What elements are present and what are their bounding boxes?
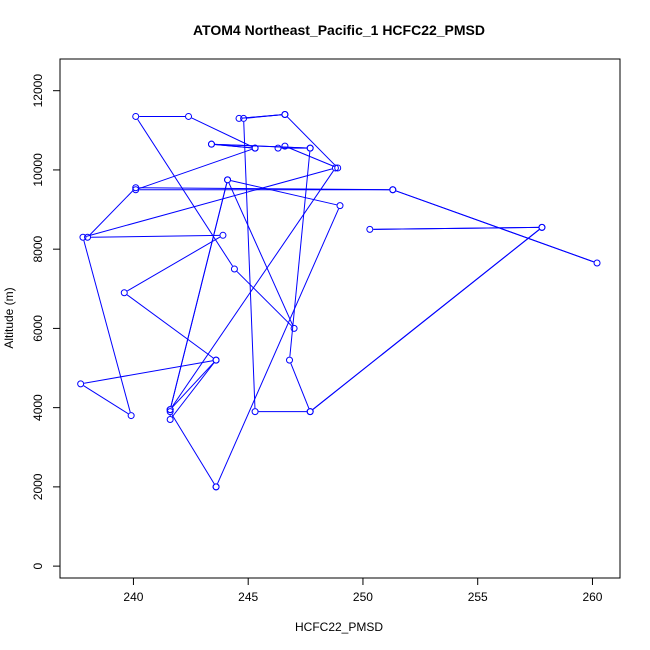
data-point [251, 144, 259, 152]
data-point [389, 186, 397, 194]
data-point [132, 186, 140, 194]
series-segment [127, 236, 221, 292]
data-point [334, 164, 342, 172]
series-segment [217, 208, 340, 484]
series-segment [236, 271, 292, 327]
chart-title: ATOM4 Northeast_Pacific_1 HCFC22_PMSD [193, 22, 485, 38]
series-points [77, 110, 601, 491]
series-segment [172, 362, 215, 408]
series-segment [126, 294, 214, 359]
series-segment [138, 148, 252, 190]
data-point [286, 356, 294, 364]
series-segment [89, 189, 134, 236]
data-point [207, 140, 215, 148]
data-point [127, 412, 135, 420]
data-point [336, 202, 344, 210]
data-point [538, 223, 546, 231]
series-segment [91, 234, 220, 238]
data-point [274, 144, 282, 152]
series-segment [170, 183, 228, 407]
data-point [166, 416, 174, 424]
y-axis-label: Altitude (m) [2, 287, 16, 348]
y-tick-label: 6000 [31, 315, 45, 342]
x-tick-label: 240 [123, 590, 143, 604]
series-segment [83, 385, 129, 415]
data-point [212, 356, 220, 364]
data-point [240, 114, 248, 122]
data-point [230, 265, 238, 273]
series-segment [137, 119, 233, 267]
series-segment [230, 180, 337, 206]
y-tick-label: 10000 [31, 153, 45, 187]
data-point [132, 112, 140, 120]
data-point [593, 259, 601, 267]
data-point [185, 112, 193, 120]
y-axis: 0 2000 4000 6000 8000 10000 12000 [31, 74, 61, 569]
y-tick-label: 8000 [31, 235, 45, 262]
data-point [306, 408, 314, 416]
data-point [281, 142, 289, 150]
series-segment [86, 168, 333, 237]
data-point [281, 110, 289, 118]
data-point [219, 231, 227, 239]
y-tick-label: 12000 [31, 74, 45, 108]
series-segment [171, 362, 215, 418]
x-tick-label: 250 [353, 590, 373, 604]
data-point [212, 483, 220, 491]
data-point [79, 233, 87, 241]
data-point [132, 184, 140, 192]
data-point [235, 114, 243, 122]
series-segment [171, 414, 215, 485]
x-tick-label: 245 [238, 590, 258, 604]
data-point [84, 233, 92, 241]
data-point [366, 225, 374, 233]
series-segment [171, 170, 334, 408]
series-segment [289, 151, 311, 357]
series-segment [228, 182, 294, 326]
series-segment [287, 147, 335, 168]
data-point [224, 176, 232, 184]
y-tick-label: 0 [31, 562, 45, 569]
series-segment [84, 360, 213, 384]
data-point [306, 144, 314, 152]
data-point [77, 380, 85, 388]
y-tick-label: 2000 [31, 473, 45, 500]
data-point [166, 406, 174, 414]
y-tick-label: 4000 [31, 394, 45, 421]
series-lines [83, 114, 594, 485]
series-segment [242, 114, 282, 119]
data-point [251, 408, 259, 416]
x-tick-label: 260 [582, 590, 602, 604]
data-point [166, 408, 174, 416]
series-segment [290, 363, 310, 409]
x-axis: 240 245 250 255 260 [123, 577, 603, 604]
data-point [331, 164, 339, 172]
x-tick-label: 255 [468, 590, 488, 604]
series-segment [243, 121, 256, 409]
series-segment [287, 116, 336, 166]
x-axis-label: HCFC22_PMSD [295, 620, 383, 634]
series-segment [214, 143, 307, 149]
data-point [290, 324, 298, 332]
series-segment [191, 117, 253, 148]
series-segment [214, 143, 252, 149]
series-segment [83, 240, 131, 413]
series-segment [395, 190, 594, 263]
series-segment [312, 229, 540, 410]
series-segment [373, 226, 539, 230]
data-point [120, 289, 128, 297]
